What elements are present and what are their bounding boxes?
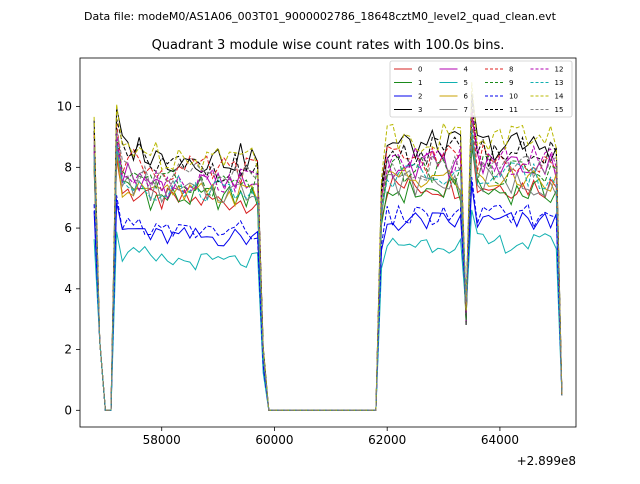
x-tick-label: 62000 [368,433,406,447]
y-tick-label: 0 [64,403,72,417]
y-tick-label: 10 [57,100,72,114]
legend-label-9: 9 [509,79,513,87]
legend-label-10: 10 [509,93,518,101]
legend-label-11: 11 [509,106,518,114]
series-line-15 [93,118,563,411]
legend-label-7: 7 [464,106,468,114]
series-line-5 [93,209,563,411]
legend-box [389,60,573,118]
legend-label-5: 5 [464,79,468,87]
x-offset-label: +2.899e8 [517,454,576,468]
x-axis: 58000 60000 62000 64000 [143,427,519,447]
series-layer [93,82,563,411]
legend-label-12: 12 [555,66,564,74]
y-tick-label: 2 [64,343,72,357]
legend-label-0: 0 [418,66,422,74]
x-tick-label: 64000 [481,433,519,447]
series-line-13 [93,129,563,411]
series-line-7 [93,136,563,411]
x-tick-label: 60000 [255,433,293,447]
x-tick-label: 58000 [143,433,181,447]
series-line-9 [93,122,563,411]
series-line-12 [93,111,563,411]
suptitle: Data file: modeM0/AS1A06_003T01_90000027… [84,10,557,23]
legend-label-8: 8 [509,66,513,74]
legend-label-4: 4 [464,66,469,74]
series-line-10 [93,177,563,411]
y-tick-label: 6 [64,221,72,235]
y-tick-label: 4 [64,282,72,296]
chart-title: Quadrant 3 module wise count rates with … [152,38,505,53]
series-line-2 [93,184,563,411]
legend-label-3: 3 [418,106,422,114]
series-line-11 [93,100,563,411]
legend-label-2: 2 [418,93,422,101]
legend-label-13: 13 [555,79,564,87]
legend-label-6: 6 [464,93,469,101]
y-axis: 0 2 4 6 8 10 [57,100,80,417]
series-line-14 [93,82,563,411]
y-tick-label: 8 [64,160,72,174]
series-line-0 [93,140,563,411]
series-line-4 [93,115,563,411]
plot-frame [79,57,577,428]
legend-label-1: 1 [418,79,422,87]
legend-label-14: 14 [555,93,564,101]
legend-label-15: 15 [555,106,564,114]
